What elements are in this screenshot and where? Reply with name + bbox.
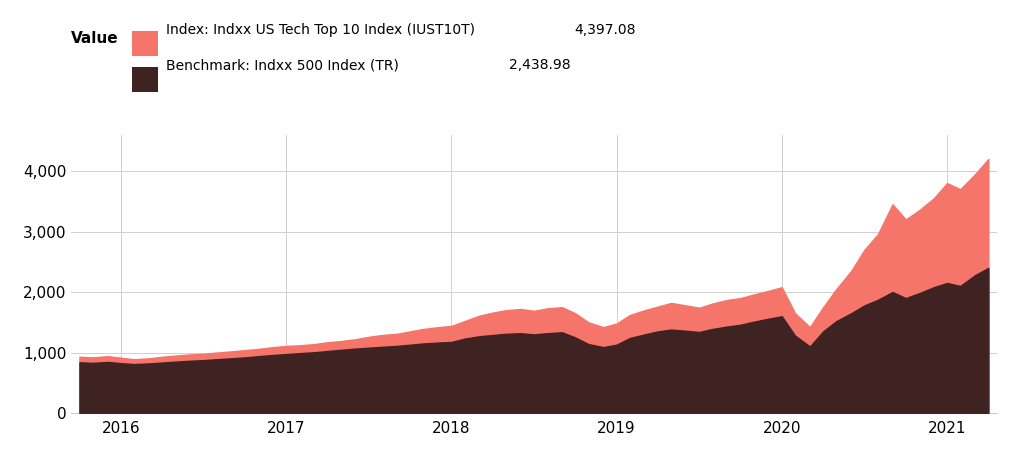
Text: Benchmark: Indxx 500 Index (TR): Benchmark: Indxx 500 Index (TR) — [166, 58, 399, 72]
Text: 4,397.08: 4,397.08 — [575, 22, 636, 37]
Text: Index: Indxx US Tech Top 10 Index (IUST10T): Index: Indxx US Tech Top 10 Index (IUST1… — [166, 22, 475, 37]
Text: 2,438.98: 2,438.98 — [508, 58, 571, 72]
Text: Value: Value — [71, 31, 119, 46]
